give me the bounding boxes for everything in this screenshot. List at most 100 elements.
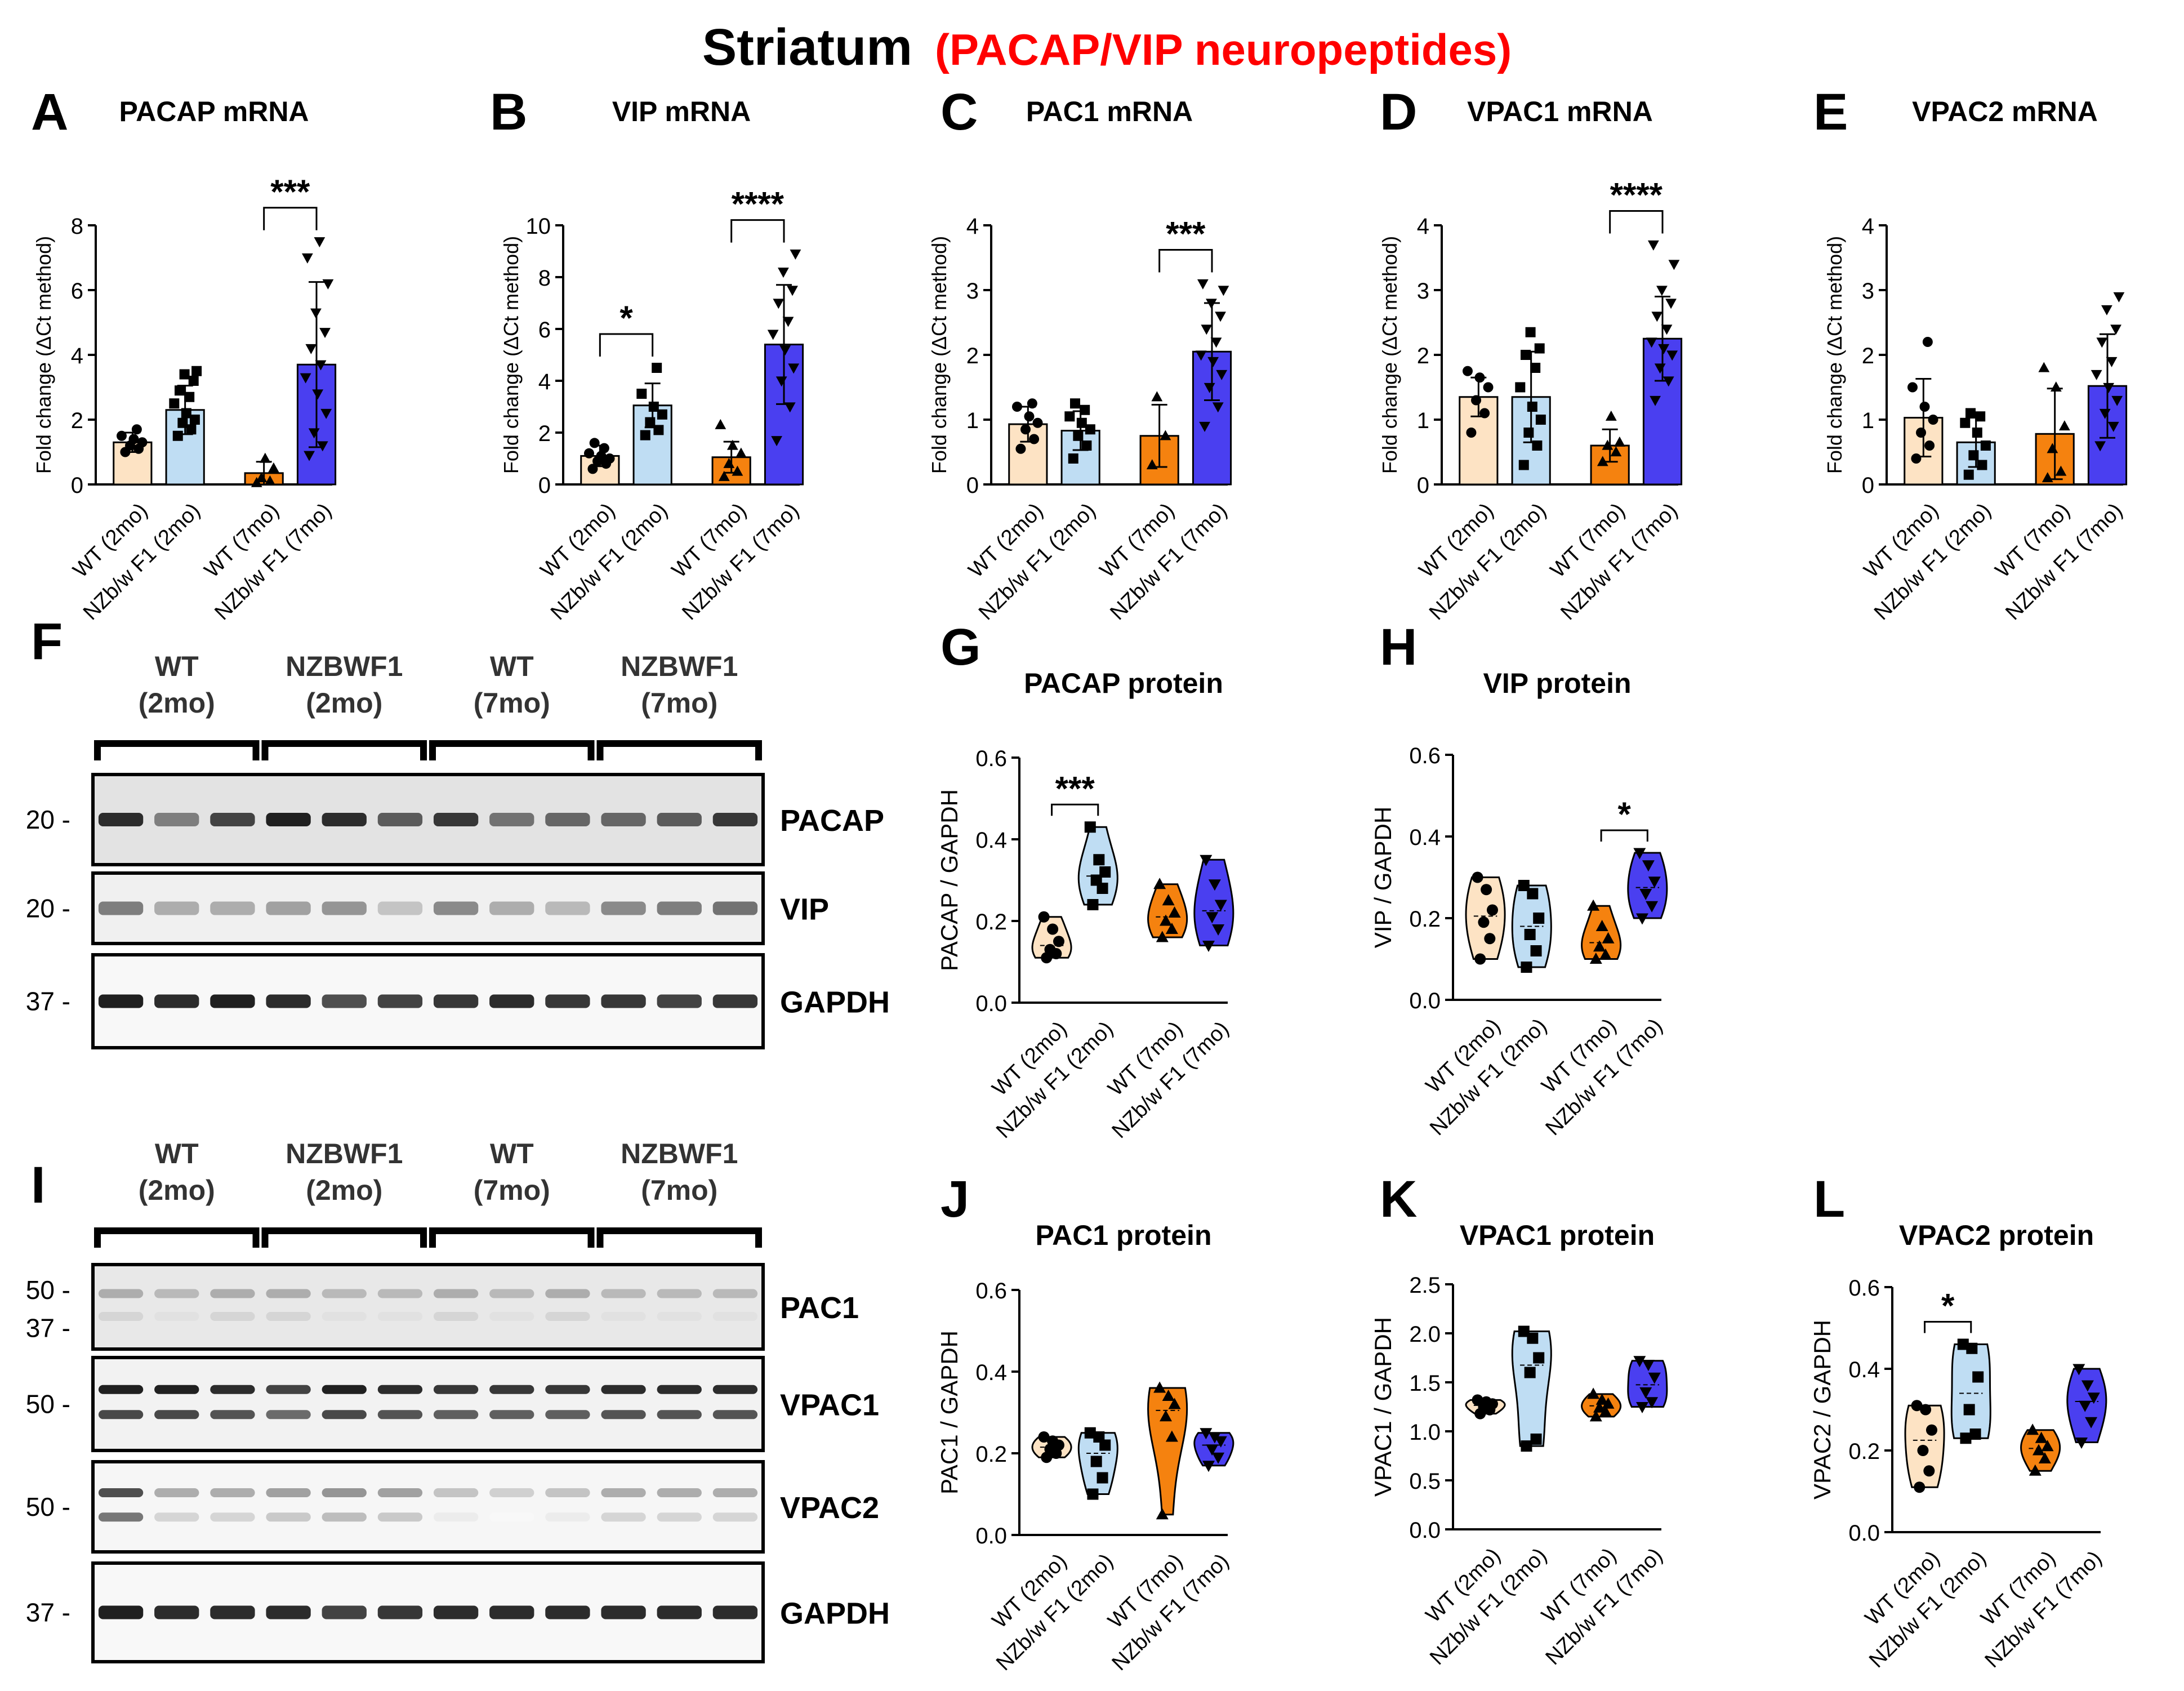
data-point	[604, 453, 615, 464]
data-point	[2106, 357, 2118, 367]
blot-band	[433, 1488, 479, 1497]
data-point	[787, 286, 798, 296]
blot-band	[377, 901, 423, 915]
y-axis-label: Fold change (ΔCt method)	[928, 236, 951, 474]
blot-strip	[91, 871, 765, 945]
data-point	[1535, 415, 1546, 425]
y-tick-label: 3	[1862, 279, 1874, 304]
blot-band	[712, 1512, 758, 1522]
data-point	[2055, 465, 2067, 476]
blot-band	[712, 994, 758, 1008]
blot-band	[489, 1385, 534, 1394]
data-point	[1215, 312, 1226, 322]
blot-band	[98, 1289, 144, 1298]
blot-band	[266, 1385, 311, 1394]
data-point	[1599, 1405, 1612, 1417]
panel-letter: L	[1813, 1171, 1845, 1228]
data-point	[2103, 382, 2115, 393]
data-point	[645, 417, 656, 428]
data-point	[2110, 324, 2121, 335]
y-tick-label: 0.6	[1409, 744, 1441, 768]
data-point	[1515, 382, 1526, 393]
blot-group-label: WT	[490, 651, 534, 682]
chart-title: PACAP protein	[1024, 668, 1223, 699]
data-point	[191, 366, 202, 376]
data-point	[1047, 1435, 1059, 1447]
data-point	[131, 424, 142, 435]
mw-marker: 37 -	[26, 1598, 70, 1627]
blot-strip	[91, 1263, 765, 1351]
data-point	[2087, 1392, 2100, 1404]
significance-bracket	[1609, 210, 1664, 234]
data-point	[1656, 286, 1668, 296]
data-point	[1151, 391, 1163, 402]
data-point	[1472, 871, 1483, 883]
blot-group-label: WT	[155, 1138, 199, 1169]
blot-band	[601, 1385, 646, 1394]
panel-letter: E	[1813, 83, 1848, 141]
blot-strip	[91, 1561, 765, 1663]
data-point	[1963, 469, 1974, 480]
data-point	[1206, 299, 1217, 309]
blot-band	[657, 994, 702, 1008]
data-point	[648, 402, 659, 412]
blot-protein-label: PACAP	[780, 804, 884, 838]
data-point	[1532, 440, 1543, 451]
blot-band	[98, 1512, 144, 1522]
data-point	[1636, 1402, 1649, 1413]
blot-band	[657, 813, 702, 826]
blot-band	[322, 994, 367, 1008]
y-axis-label: VPAC2 / GAPDH	[1809, 1320, 1835, 1499]
data-point	[1160, 914, 1173, 926]
data-point	[723, 457, 735, 468]
data-point	[1633, 848, 1646, 860]
mw-marker: 20 -	[26, 894, 70, 923]
y-tick-label: 0.0	[1409, 1518, 1441, 1543]
y-tick-label: 1	[966, 408, 979, 433]
data-point	[1099, 866, 1111, 878]
y-tick-label: 0.2	[1409, 907, 1441, 932]
y-tick-label: 2	[966, 344, 979, 368]
data-point	[1160, 1410, 1173, 1422]
data-point	[1518, 1325, 1530, 1337]
y-tick-label: 4	[71, 344, 83, 368]
blot-band	[712, 1488, 758, 1497]
blot-group-label: NZBWF1	[286, 651, 403, 682]
blot-band	[433, 901, 479, 915]
panel-letter: F	[31, 613, 63, 670]
lane-group-bracket	[261, 740, 427, 760]
y-tick-label: 1.5	[1409, 1371, 1441, 1396]
blot-band	[657, 1488, 702, 1497]
significance-bracket	[263, 207, 318, 230]
blot-band	[210, 1512, 255, 1522]
data-point	[128, 434, 139, 444]
blot-band	[210, 1410, 255, 1419]
data-point	[317, 441, 328, 452]
blot-band	[154, 1312, 199, 1321]
chart-panel-d: D VPAC1 mRNA 0 1 2 3 4 Fold change (ΔCt method)…	[1378, 83, 1683, 625]
data-point	[1162, 894, 1175, 906]
blot-band	[210, 1289, 255, 1298]
data-point	[1029, 434, 1040, 444]
mw-marker: 37 -	[26, 1314, 70, 1343]
chart-title: VIP mRNA	[612, 96, 751, 127]
y-tick-label: 0.4	[975, 1360, 1007, 1385]
data-point	[137, 437, 148, 448]
data-point	[188, 376, 199, 386]
data-point	[322, 279, 334, 290]
data-point	[1168, 1398, 1181, 1409]
data-point	[1466, 428, 1477, 438]
data-point	[2033, 1444, 2045, 1456]
blot-band	[154, 1605, 199, 1619]
mw-marker: 20 -	[26, 805, 70, 834]
data-point	[169, 398, 180, 409]
data-point	[2113, 292, 2125, 302]
y-tick-label: 0	[1862, 473, 1874, 498]
violin	[1950, 1343, 1991, 1439]
data-point	[2075, 1438, 2088, 1449]
data-point	[1639, 1387, 1652, 1399]
data-point	[1168, 906, 1181, 918]
data-point	[732, 465, 743, 476]
